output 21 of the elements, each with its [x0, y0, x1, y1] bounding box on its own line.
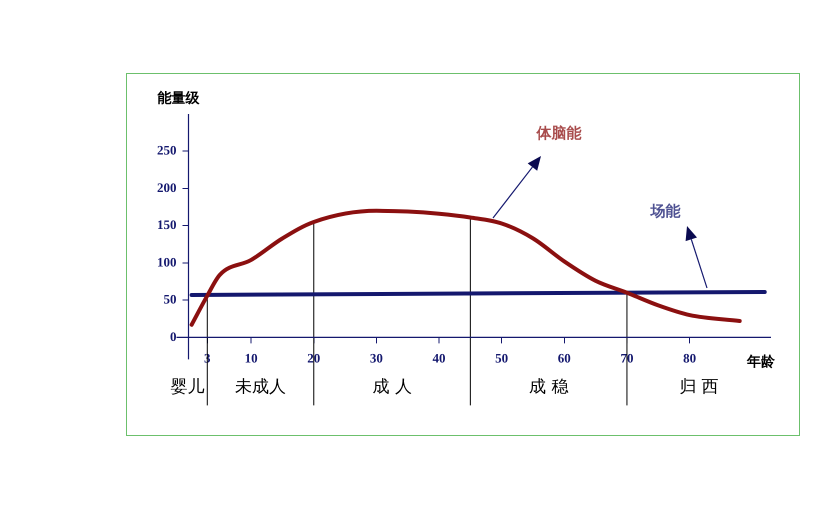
text: 归 西	[679, 376, 719, 397]
text: 成 稳	[528, 376, 568, 397]
y-tick-label: 50	[164, 292, 176, 307]
x-tick-label: 60	[558, 350, 571, 366]
y-tick-label: 150	[157, 217, 176, 232]
text: 未成人	[235, 376, 286, 397]
text: 场能	[649, 202, 682, 222]
y-tick-label: 200	[157, 180, 176, 195]
x-tick-label: 80	[683, 350, 696, 366]
x-tick-label: 10	[244, 350, 258, 366]
y-tick-label: 250	[157, 142, 176, 158]
y-axis-title: 能量级	[158, 90, 200, 107]
x-axis-title: 年龄	[746, 354, 776, 370]
y-tick-label: 100	[157, 254, 176, 270]
y-tick-label: 0	[170, 328, 176, 344]
x-tick-label: 30	[370, 350, 383, 366]
x-tick-label: 50	[495, 350, 508, 366]
text: 成 人	[372, 376, 412, 397]
text: 婴儿	[170, 376, 204, 397]
x-tick-label: 40	[432, 350, 446, 366]
text: 体脑能	[535, 124, 583, 143]
